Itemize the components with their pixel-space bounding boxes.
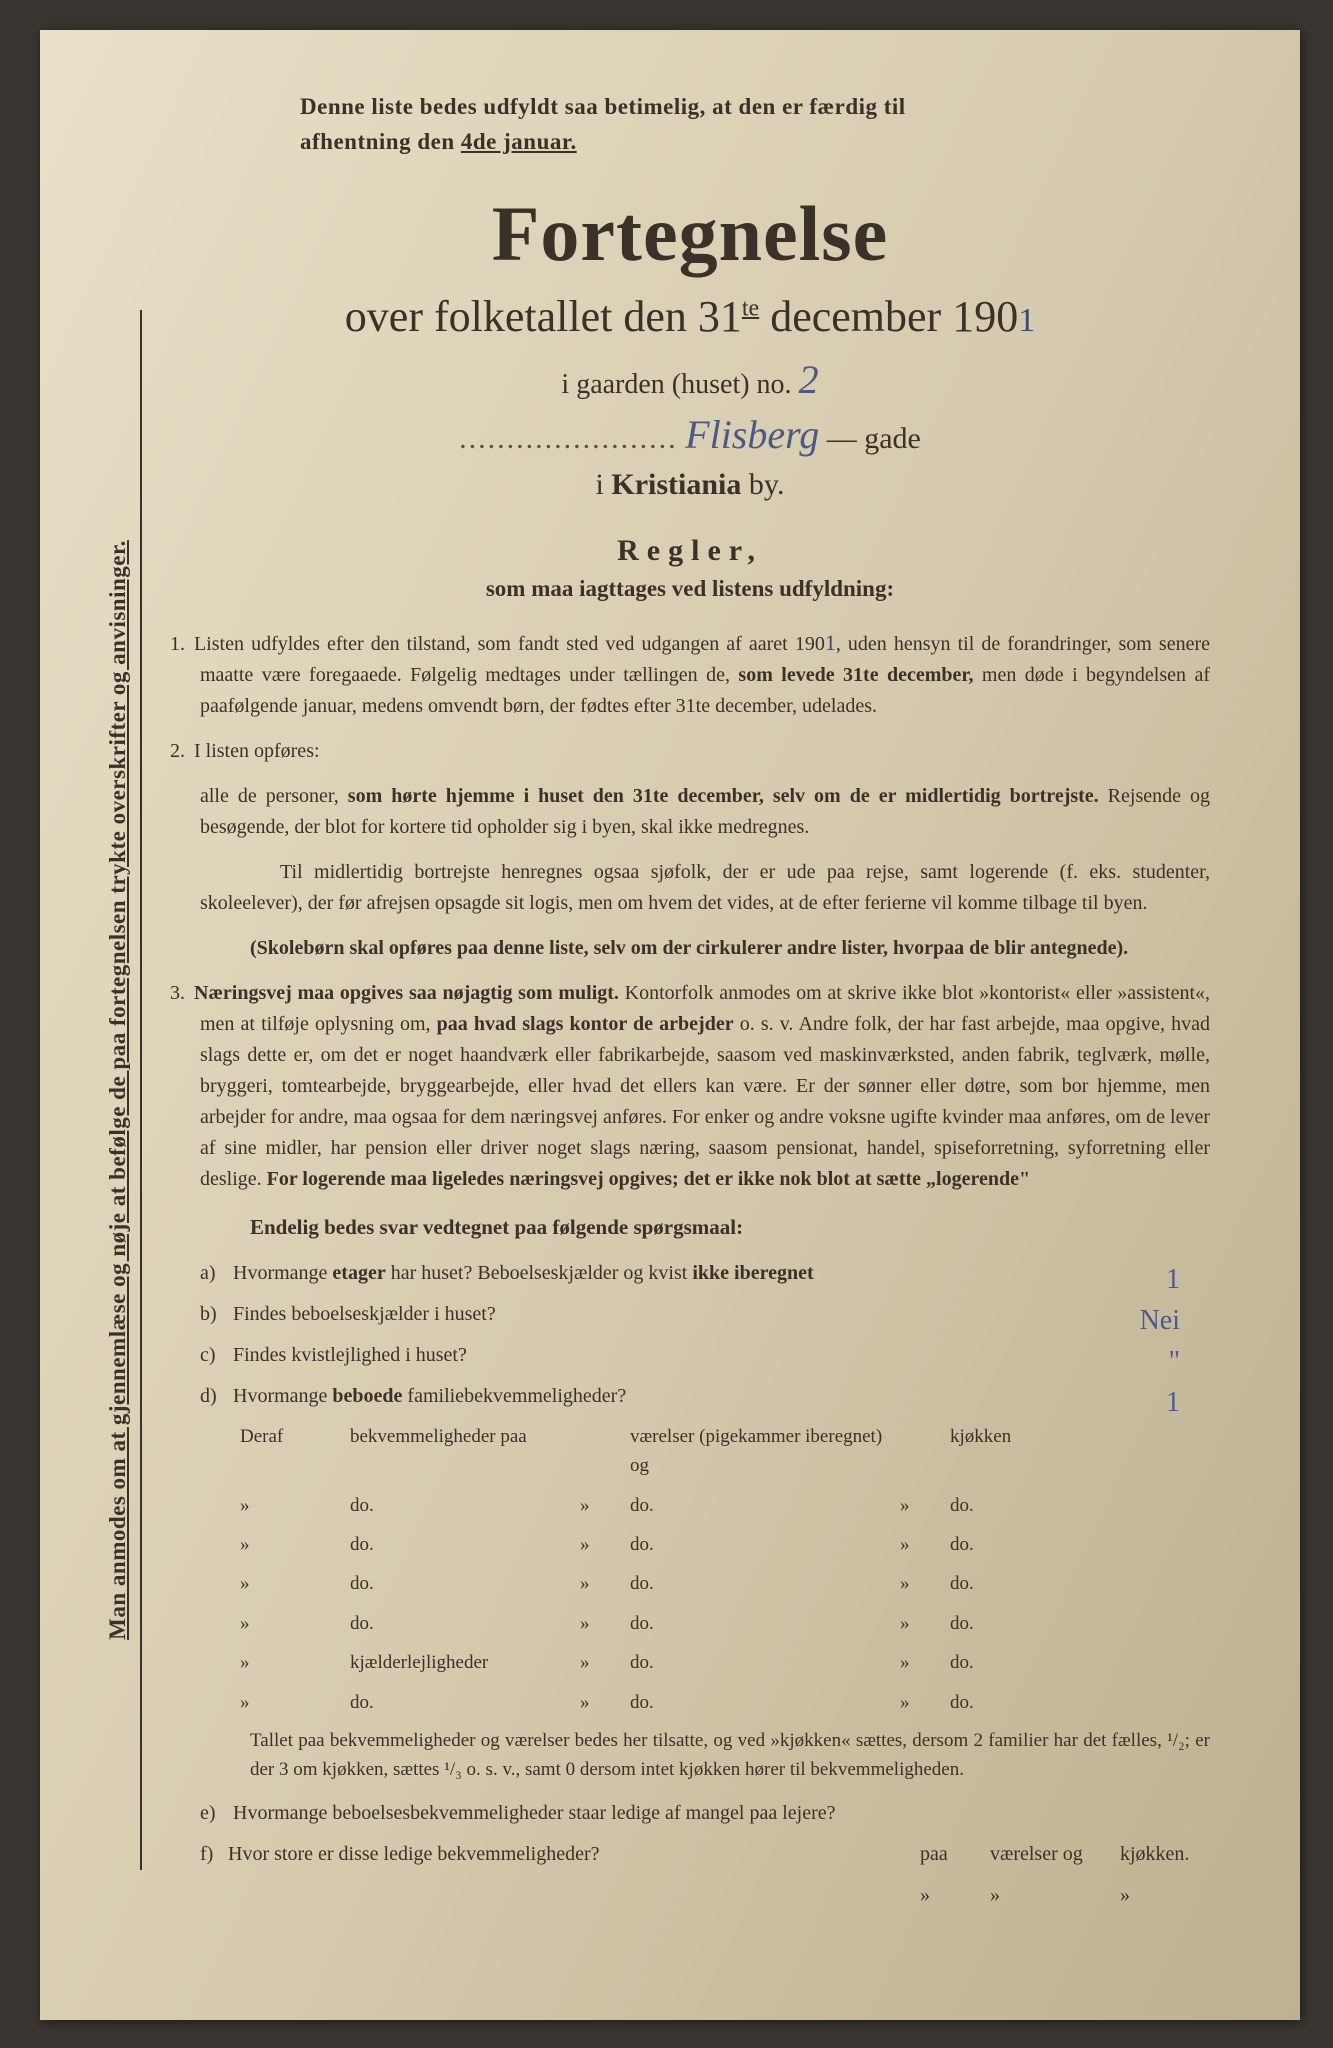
rule-2-p3: (Skolebørn skal opføres paa denne liste,…: [170, 933, 1210, 964]
house-no-value: 2: [799, 357, 819, 402]
question-d: d) Hvormange beboede familiebekvemmeligh…: [170, 1381, 1210, 1412]
table-footnote: Tallet paa bekvemmeligheder og værelser …: [170, 1727, 1210, 1784]
top-notice: Denne liste bedes udfyldt saa betimelig,…: [300, 90, 1210, 159]
rule-2-p1: alle de personer, som hørte hjemme i hus…: [170, 781, 1210, 843]
document-page: Man anmodes om at gjennemlæse og nøje at…: [40, 30, 1300, 2020]
table-row: »do.»do.»do.: [170, 1609, 1210, 1638]
question-c: c) Findes kvistlejlighed i huset? ": [170, 1340, 1210, 1371]
table-row: »kjælderlejligheder»do.»do.: [170, 1648, 1210, 1677]
notice-line1: Denne liste bedes udfyldt saa betimelig,…: [300, 94, 906, 119]
rule-2-p2: Til midlertidig bortrejste henregnes ogs…: [170, 857, 1210, 919]
question-f: f) Hvor store er disse ledige bekvemmeli…: [170, 1839, 1210, 1870]
notice-line2-pre: afhentning den: [300, 129, 461, 154]
rule-2-intro: 2.I listen opføres:: [170, 736, 1210, 767]
answer-a: 1: [1166, 1258, 1180, 1301]
street-line: ....................... Flisberg — gade: [170, 411, 1210, 458]
answer-c: ": [1169, 1340, 1180, 1383]
subtitle: over folketallet den 31te december 1901: [170, 291, 1210, 342]
answer-d: 1: [1166, 1381, 1180, 1424]
table-row: »do.»do.»do.: [170, 1688, 1210, 1717]
rules-body: 1.Listen udfyldes efter den tilstand, so…: [170, 626, 1210, 1911]
street-value: Flisberg: [685, 412, 819, 457]
rule-1: 1.Listen udfyldes efter den tilstand, so…: [170, 626, 1210, 722]
table-row: »do.»do.»do.: [170, 1569, 1210, 1598]
question-a: a) Hvormange etager har huset? Beboelses…: [170, 1258, 1210, 1289]
table-row: »do.»do.»do.: [170, 1530, 1210, 1559]
house-number-line: i gaarden (huset) no. 2: [170, 356, 1210, 403]
rule-3: 3.Næringsvej maa opgives saa nøjagtig so…: [170, 978, 1210, 1195]
sidebar-text: Man anmodes om at gjennemlæse og nøje at…: [105, 310, 131, 1870]
question-b: b) Findes beboelseskjælder i huset? Nei: [170, 1299, 1210, 1330]
rules-subheading: som maa iagttages ved listens udfyldning…: [170, 576, 1210, 602]
main-title: Fortegnelse: [170, 189, 1210, 279]
questions-heading: Endelig bedes svar vedtegnet paa følgend…: [170, 1211, 1210, 1244]
table-header-row: Deraf bekvemmeligheder paa værelser (pig…: [170, 1422, 1210, 1481]
city-line: i Kristiania by.: [170, 468, 1210, 502]
notice-date: 4de januar.: [461, 129, 577, 154]
answer-b: Nei: [1140, 1299, 1180, 1342]
rules-heading: Regler,: [170, 534, 1210, 568]
question-e: e) Hvormange beboelsesbekvemmeligheder s…: [170, 1798, 1210, 1829]
year-handwritten: 1: [1018, 302, 1035, 339]
table-row: »do.»do.»do.: [170, 1491, 1210, 1520]
question-f-ditto: » » »: [170, 1880, 1210, 1911]
sidebar-vertical-note: Man anmodes om at gjennemlæse og nøje at…: [105, 310, 135, 1870]
